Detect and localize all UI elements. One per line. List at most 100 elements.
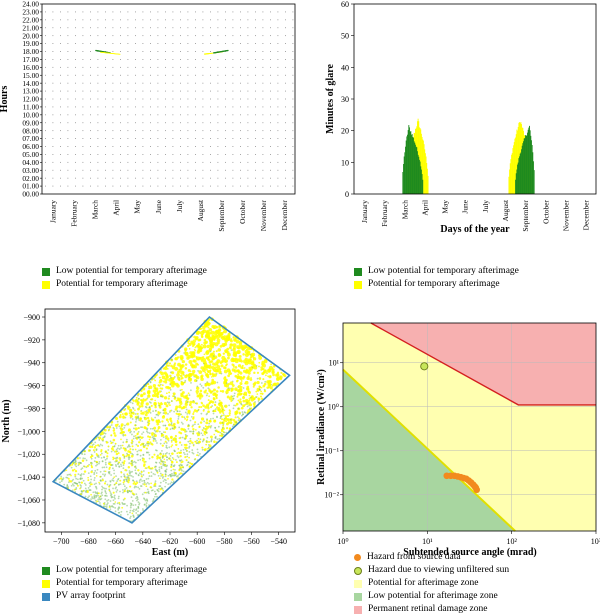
grid-dot [165,169,166,171]
glare-point [209,420,212,423]
grid-dot [112,114,114,116]
glare-point [215,325,219,329]
grid-dot [217,106,219,108]
grid-dot [52,122,54,124]
grid-dot [210,74,211,76]
glare-point [148,457,151,460]
glare-point [178,426,181,429]
grid-dot [195,90,196,92]
grid-dot [255,154,256,155]
glare-point [224,360,227,364]
glare-bar [526,135,528,194]
glare-bar [522,143,524,194]
grid-dot [97,98,99,100]
grid-dot [127,130,129,132]
grid-dot [187,82,189,84]
grid-dot [75,74,76,76]
glare-point [268,375,272,379]
sun-hazard-point [420,362,429,371]
glare-point [90,498,92,500]
grid-dot [187,59,189,60]
glare-point [152,410,155,413]
grid-dot [232,82,234,84]
glare-point [210,438,213,441]
grid-dot [67,130,69,132]
x-tick-label: 10⁰ [337,537,348,546]
glare-point [185,374,188,377]
glare-point [153,392,157,395]
grid-dot [67,185,69,187]
glare-point [115,427,118,429]
glare-point [212,350,215,353]
grid-dot [52,43,54,44]
glare-point [140,401,144,405]
glare-point [158,405,162,409]
glare-point [232,418,236,422]
glare-point [196,344,200,347]
glare-point [164,454,167,457]
glare-point [185,394,188,397]
glare-point [163,458,166,461]
grid-dot [60,114,61,116]
glare-point [139,444,142,446]
glare-point [190,430,192,433]
glare-point [173,450,176,453]
glare-point [145,498,148,501]
grid-dot [292,11,294,13]
glare-point [204,427,208,431]
glare-point [132,515,135,517]
glare-point [213,325,218,329]
grid-dot [112,154,114,155]
glare-point [270,363,272,366]
glare-point [217,386,220,389]
glare-point [175,443,178,447]
grid-dot [105,185,106,187]
grid-dot [52,82,54,84]
glare-point [224,417,228,420]
grid-dot [75,98,76,100]
glare-point [133,493,136,496]
glare-point [152,439,155,442]
glare-point [111,505,113,508]
grid-dot [45,66,46,68]
month-label: November [562,199,571,231]
top-right-legend: Low potential for temporary afterimage P… [354,265,519,291]
grid-dot [180,185,181,187]
grid-dot [157,59,159,60]
grid-dot [225,59,226,60]
grid-dot [112,11,114,13]
glare-point [116,489,119,491]
grid-dot [262,106,264,108]
y-tick-label: 03.00 [22,166,39,175]
glare-point [221,418,224,421]
glare-point [93,471,96,474]
glare-point [154,440,157,442]
glare-point [219,329,222,332]
grid-dot [82,106,84,108]
glare-point [188,394,191,396]
glare-point [117,444,120,447]
glare-point [216,364,221,369]
glare-bar [513,142,515,194]
glare-point [191,441,194,445]
grid-dot [210,82,211,84]
grid-dot [217,169,219,171]
glare-point [123,426,126,429]
glare-point [236,379,239,382]
glare-point [181,460,184,463]
glare-point [177,417,180,420]
x-tick-label: −600 [189,537,206,546]
glare-point [119,444,122,447]
glare-point [214,357,217,359]
glare-point [209,435,213,439]
glare-bar [413,137,414,194]
grid-dot [292,177,294,179]
grid-dot [150,138,151,139]
glare-point [173,410,176,413]
grid-dot [210,114,211,116]
glare-point [66,476,69,479]
glare-point [164,407,167,410]
glare-point [187,392,190,395]
grid-dot [217,19,219,21]
glare-point [225,382,228,385]
